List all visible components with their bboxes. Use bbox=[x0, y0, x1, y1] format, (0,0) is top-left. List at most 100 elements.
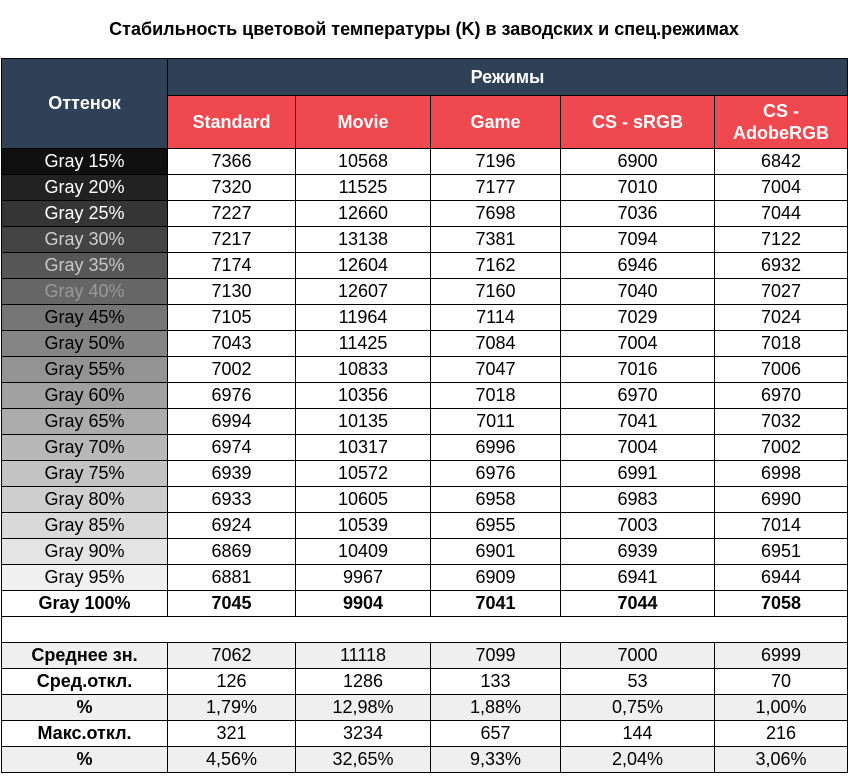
temperature-value: 6909 bbox=[430, 564, 561, 591]
temperature-value: 10539 bbox=[295, 512, 431, 539]
temperature-value: 7044 bbox=[560, 590, 715, 617]
stat-value: 133 bbox=[430, 668, 561, 695]
stat-row: Макс.откл. 321 3234 657 144 216 bbox=[1, 720, 848, 747]
temperature-value: 7036 bbox=[560, 200, 715, 227]
stat-value: 3234 bbox=[295, 720, 431, 747]
stat-value: 1,79% bbox=[167, 694, 296, 721]
temperature-value: 10605 bbox=[295, 486, 431, 513]
table-row: Gray 50% 7043 11425 7084 7004 7018 bbox=[1, 330, 848, 357]
stat-value: 321 bbox=[167, 720, 296, 747]
mode-header: Game bbox=[430, 95, 561, 149]
stat-value: 9,33% bbox=[430, 746, 561, 773]
temperature-value: 6994 bbox=[167, 408, 296, 435]
temperature-value: 6951 bbox=[713, 538, 848, 565]
mode-header: CS - AdobeRGB bbox=[713, 95, 848, 149]
stat-label: % bbox=[1, 746, 168, 773]
temperature-value: 7177 bbox=[430, 174, 561, 201]
temperature-value: 6990 bbox=[713, 486, 848, 513]
shade-label: Gray 100% bbox=[1, 590, 168, 617]
stat-value: 7099 bbox=[430, 642, 561, 669]
shade-label: Gray 65% bbox=[1, 408, 168, 435]
temperature-value: 6955 bbox=[430, 512, 561, 539]
stat-value: 12,98% bbox=[295, 694, 431, 721]
stat-value: 53 bbox=[560, 668, 715, 695]
temperature-value: 7217 bbox=[167, 226, 296, 253]
stat-row: % 1,79% 12,98% 1,88% 0,75% 1,00% bbox=[1, 694, 848, 721]
temperature-value: 6932 bbox=[713, 252, 848, 279]
temperature-value: 10833 bbox=[295, 356, 431, 383]
temperature-value: 7196 bbox=[430, 148, 561, 175]
temperature-value: 10568 bbox=[295, 148, 431, 175]
stat-value: 7000 bbox=[560, 642, 715, 669]
temperature-value: 6976 bbox=[167, 382, 296, 409]
temperature-value: 7002 bbox=[713, 434, 848, 461]
temperature-value: 7004 bbox=[713, 174, 848, 201]
temperature-value: 7381 bbox=[430, 226, 561, 253]
shade-label: Gray 25% bbox=[1, 200, 168, 227]
temperature-value: 7041 bbox=[430, 590, 561, 617]
shade-label: Gray 15% bbox=[1, 148, 168, 175]
temperature-value: 7018 bbox=[713, 330, 848, 357]
temperature-value: 6941 bbox=[560, 564, 715, 591]
table-row: Gray 100% 7045 9904 7041 7044 7058 bbox=[1, 590, 848, 617]
shade-label: Gray 55% bbox=[1, 356, 168, 383]
shade-label: Gray 40% bbox=[1, 278, 168, 305]
temperature-value: 7105 bbox=[167, 304, 296, 331]
temperature-value: 12604 bbox=[295, 252, 431, 279]
temperature-value: 7366 bbox=[167, 148, 296, 175]
temperature-value: 7032 bbox=[713, 408, 848, 435]
temperature-value: 7320 bbox=[167, 174, 296, 201]
shade-label: Gray 45% bbox=[1, 304, 168, 331]
temperature-value: 7029 bbox=[560, 304, 715, 331]
temperature-value: 7174 bbox=[167, 252, 296, 279]
temperature-value: 7094 bbox=[560, 226, 715, 253]
stat-row: % 4,56% 32,65% 9,33% 2,04% 3,06% bbox=[1, 746, 848, 773]
stat-value: 126 bbox=[167, 668, 296, 695]
stat-value: 11118 bbox=[295, 642, 431, 669]
stat-label: Среднее зн. bbox=[1, 642, 168, 669]
shade-label: Gray 20% bbox=[1, 174, 168, 201]
spacer-cell bbox=[0, 616, 848, 643]
color-temperature-table: Оттенок Режимы Standard Movie Game CS - sRG… bbox=[0, 58, 848, 773]
table-row: Gray 30% 7217 13138 7381 7094 7122 bbox=[1, 226, 848, 253]
temperature-value: 6933 bbox=[167, 486, 296, 513]
temperature-value: 11964 bbox=[295, 304, 431, 331]
temperature-value: 9904 bbox=[295, 590, 431, 617]
temperature-value: 7003 bbox=[560, 512, 715, 539]
stat-label: % bbox=[1, 694, 168, 721]
temperature-value: 10409 bbox=[295, 538, 431, 565]
table-title: Стабильность цветовой температуры (K) в … bbox=[109, 18, 739, 39]
shade-label: Gray 90% bbox=[1, 538, 168, 565]
table-row: Gray 60% 6976 10356 7018 6970 6970 bbox=[1, 382, 848, 409]
temperature-value: 7047 bbox=[430, 356, 561, 383]
temperature-value: 7045 bbox=[167, 590, 296, 617]
temperature-value: 6974 bbox=[167, 434, 296, 461]
stat-value: 70 bbox=[713, 668, 848, 695]
table-row: Gray 90% 6869 10409 6901 6939 6951 bbox=[1, 538, 848, 565]
stat-value: 144 bbox=[560, 720, 715, 747]
stat-value: 1,88% bbox=[430, 694, 561, 721]
table-row: Gray 80% 6933 10605 6958 6983 6990 bbox=[1, 486, 848, 513]
shade-label: Gray 75% bbox=[1, 460, 168, 487]
temperature-value: 7011 bbox=[430, 408, 561, 435]
temperature-value: 7084 bbox=[430, 330, 561, 357]
table-row: Gray 15% 7366 10568 7196 6900 6842 bbox=[1, 148, 848, 175]
temperature-value: 10572 bbox=[295, 460, 431, 487]
temperature-value: 6939 bbox=[560, 538, 715, 565]
temperature-value: 12660 bbox=[295, 200, 431, 227]
temperature-value: 7004 bbox=[560, 330, 715, 357]
temperature-value: 6946 bbox=[560, 252, 715, 279]
temperature-value: 6983 bbox=[560, 486, 715, 513]
temperature-value: 7004 bbox=[560, 434, 715, 461]
shade-label: Gray 50% bbox=[1, 330, 168, 357]
temperature-value: 7130 bbox=[167, 278, 296, 305]
temperature-value: 6970 bbox=[560, 382, 715, 409]
temperature-value: 7122 bbox=[713, 226, 848, 253]
mode-header: Movie bbox=[295, 95, 431, 149]
temperature-value: 7006 bbox=[713, 356, 848, 383]
shade-label: Gray 30% bbox=[1, 226, 168, 253]
table-row: Gray 40% 7130 12607 7160 7040 7027 bbox=[1, 278, 848, 305]
table-row: Gray 70% 6974 10317 6996 7004 7002 bbox=[1, 434, 848, 461]
temperature-value: 6970 bbox=[713, 382, 848, 409]
temperature-value: 7162 bbox=[430, 252, 561, 279]
